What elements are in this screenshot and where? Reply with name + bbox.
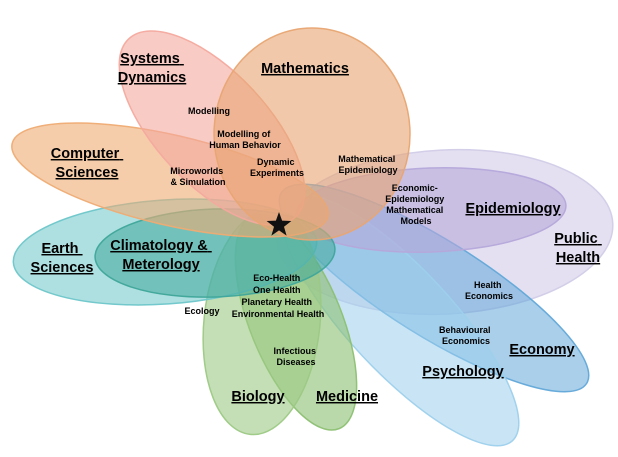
label-psychology: Psychology — [422, 364, 503, 380]
label-public-health: Public Health — [554, 231, 602, 266]
label-systems-dynamics: Systems Dynamics — [118, 51, 187, 86]
domain-labels: Systems Dynamics Mathematics Computer Sc… — [31, 51, 602, 405]
label-computer-sciences: Computer Sciences — [51, 146, 124, 181]
label-health-economics: Health Economics — [465, 280, 513, 301]
star-icon — [266, 212, 292, 236]
label-microworlds-simulation: Microworlds & Simulation — [170, 166, 226, 187]
label-climatology: Climatology & Meterology — [110, 238, 212, 273]
label-modelling: Modelling — [188, 106, 230, 116]
label-dynamic-experiments: Dynamic Experiments — [250, 157, 304, 178]
label-modelling-human-behavior: Modelling of Human Behavior — [209, 129, 281, 150]
label-behavioural-economics: Behavioural Economics — [439, 325, 493, 346]
label-earth-sciences: Earth Sciences — [31, 241, 94, 276]
label-mathematics: Mathematics — [261, 61, 349, 77]
label-mathematical-epidemiology: Mathematical Epidemiology — [338, 154, 398, 175]
label-eco-health-group: Eco-Health One Health Planetary Health E… — [232, 273, 325, 319]
overlap-labels: Modelling Modelling of Human Behavior Dy… — [170, 106, 513, 367]
mathematics-petal — [213, 27, 411, 241]
label-infectious-diseases: Infectious Diseases — [273, 346, 318, 367]
label-medicine: Medicine — [316, 389, 378, 405]
label-biology: Biology — [231, 389, 284, 405]
label-epidemiology: Epidemiology — [465, 201, 560, 217]
label-ecology: Ecology — [184, 306, 219, 316]
label-economy: Economy — [509, 342, 574, 358]
label-economic-epidemiology-models: Economic- Epidemiology Mathematical Mode… — [385, 183, 447, 226]
